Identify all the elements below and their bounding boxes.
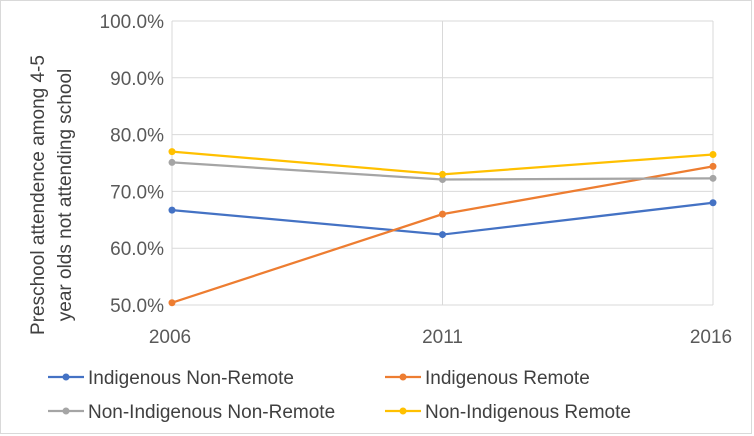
legend-swatch-marker (62, 407, 70, 415)
y-axis-title-line-2: year olds not attending school (55, 69, 76, 321)
series-points (168, 148, 717, 307)
x-axis-ticks: 2006 2011 2016 (149, 327, 732, 348)
y-tick-label: 90.0% (110, 69, 164, 90)
legend: Indigenous Non-Remote Indigenous Remote No… (48, 368, 631, 423)
data-point (709, 199, 717, 207)
x-tick-label: 2006 (149, 327, 191, 348)
data-point (439, 231, 446, 239)
data-point (168, 299, 176, 307)
data-point (439, 210, 446, 218)
y-tick-label: 50.0% (110, 296, 164, 317)
data-point (168, 148, 176, 156)
legend-swatch-marker (62, 373, 70, 381)
data-point (439, 170, 446, 178)
data-point (439, 175, 446, 183)
data-point (168, 206, 176, 214)
legend-label: Non-Indigenous Non-Remote (88, 402, 335, 423)
y-tick-label: 100.0% (100, 12, 165, 33)
legend-label: Indigenous Non-Remote (88, 368, 294, 389)
y-axis-title-line-1: Preschool attendence among 4-5 (28, 55, 49, 335)
y-tick-label: 70.0% (110, 182, 164, 203)
data-point (709, 174, 717, 182)
y-axis-ticks: 50.0% 60.0% 70.0% 80.0% 90.0% 100.0% (100, 12, 165, 317)
data-point (168, 158, 176, 166)
data-point (709, 162, 717, 170)
x-tick-label: 2011 (422, 327, 463, 348)
gridlines (171, 20, 714, 306)
y-tick-label: 60.0% (110, 239, 164, 260)
legend-swatch-marker (399, 373, 407, 381)
y-tick-label: 80.0% (110, 126, 164, 147)
x-tick-label: 2016 (690, 327, 732, 348)
data-point (709, 150, 717, 158)
legend-swatch-marker (399, 407, 407, 415)
legend-label: Non-Indigenous Remote (425, 402, 631, 423)
legend-label: Indigenous Remote (425, 368, 590, 389)
